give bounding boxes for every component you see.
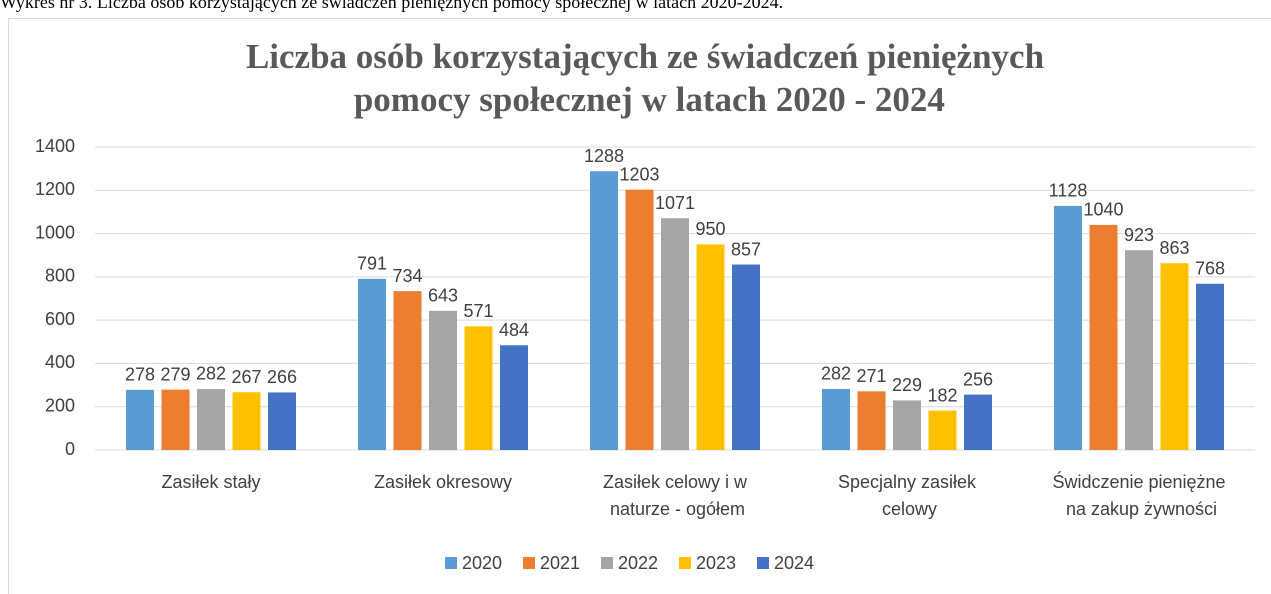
bar bbox=[625, 189, 654, 451]
x-tick-label: Zasiłek stały bbox=[161, 472, 260, 492]
x-tick-label: Zasiłek celowy i w naturze - ogółem bbox=[603, 472, 748, 519]
legend-label: 2023 bbox=[696, 553, 736, 573]
data-label: 229 bbox=[892, 375, 922, 395]
data-label: 1203 bbox=[619, 164, 659, 184]
legend-swatch bbox=[757, 557, 769, 569]
bar bbox=[197, 388, 225, 450]
data-label: 256 bbox=[963, 369, 993, 389]
bar bbox=[429, 310, 457, 450]
data-label: 1040 bbox=[1083, 200, 1123, 220]
data-label: 282 bbox=[196, 364, 226, 384]
chart-title: Liczba osób korzystających ze świadczeń … bbox=[246, 37, 1044, 119]
bar bbox=[661, 218, 689, 450]
bar bbox=[822, 388, 850, 450]
data-label: 267 bbox=[231, 367, 261, 387]
y-tick-label: 0 bbox=[65, 439, 75, 459]
bar bbox=[1089, 224, 1118, 450]
caption: Wykres nr 3. Liczba osób korzystających … bbox=[0, 0, 783, 12]
bar bbox=[126, 389, 154, 450]
bar bbox=[590, 171, 618, 451]
data-label: 266 bbox=[267, 367, 297, 387]
bar bbox=[464, 326, 493, 450]
data-label: 571 bbox=[463, 301, 493, 321]
legend-swatch bbox=[523, 557, 535, 569]
x-tick-label: Zasiłek okresowy bbox=[374, 472, 512, 492]
bar bbox=[1160, 263, 1189, 450]
data-label: 182 bbox=[927, 385, 957, 405]
y-tick-label: 600 bbox=[45, 309, 75, 329]
bar bbox=[268, 392, 296, 450]
bar bbox=[161, 389, 190, 450]
y-tick-label: 1000 bbox=[35, 222, 75, 242]
bar bbox=[696, 244, 725, 450]
y-tick-label: 400 bbox=[45, 352, 75, 372]
legend-label: 2021 bbox=[540, 553, 580, 573]
data-label: 1128 bbox=[1049, 181, 1088, 201]
data-label: 484 bbox=[499, 320, 529, 340]
bar bbox=[1196, 283, 1224, 450]
y-tick-label: 1400 bbox=[35, 136, 75, 156]
data-label: 768 bbox=[1195, 259, 1225, 279]
legend-label: 2024 bbox=[774, 553, 814, 573]
bar bbox=[732, 264, 760, 450]
bar bbox=[1054, 205, 1082, 450]
data-label: 278 bbox=[125, 365, 155, 385]
data-label: 643 bbox=[428, 286, 458, 306]
bar bbox=[232, 392, 261, 450]
x-tick-label: Specjalny zasiłek celowy bbox=[838, 472, 977, 519]
legend-label: 2020 bbox=[462, 553, 502, 573]
legend-label: 2022 bbox=[618, 553, 658, 573]
bar bbox=[358, 278, 386, 450]
data-label: 282 bbox=[821, 364, 851, 384]
bar bbox=[500, 345, 528, 450]
legend-swatch bbox=[601, 557, 613, 569]
data-label: 791 bbox=[357, 254, 387, 274]
data-label: 1288 bbox=[584, 146, 624, 166]
data-label: 279 bbox=[160, 364, 190, 384]
y-tick-label: 200 bbox=[45, 395, 75, 415]
data-label: 734 bbox=[392, 266, 422, 286]
legend-swatch bbox=[445, 557, 457, 569]
y-tick-label: 800 bbox=[45, 266, 75, 286]
x-tick-label: Świdczenie pieniężne na zakup żywności bbox=[1052, 471, 1225, 519]
data-label: 950 bbox=[695, 219, 725, 239]
data-label: 923 bbox=[1124, 225, 1154, 245]
data-label: 1071 bbox=[655, 193, 695, 213]
bar bbox=[928, 410, 957, 450]
legend-swatch bbox=[679, 557, 691, 569]
bar bbox=[964, 394, 992, 450]
y-tick-label: 1200 bbox=[35, 179, 75, 199]
bar bbox=[1125, 250, 1153, 450]
data-label: 271 bbox=[856, 366, 886, 386]
bar bbox=[857, 391, 886, 450]
data-label: 863 bbox=[1159, 238, 1189, 258]
data-label: 857 bbox=[731, 239, 761, 259]
bar bbox=[393, 291, 422, 450]
bar bbox=[893, 400, 921, 450]
